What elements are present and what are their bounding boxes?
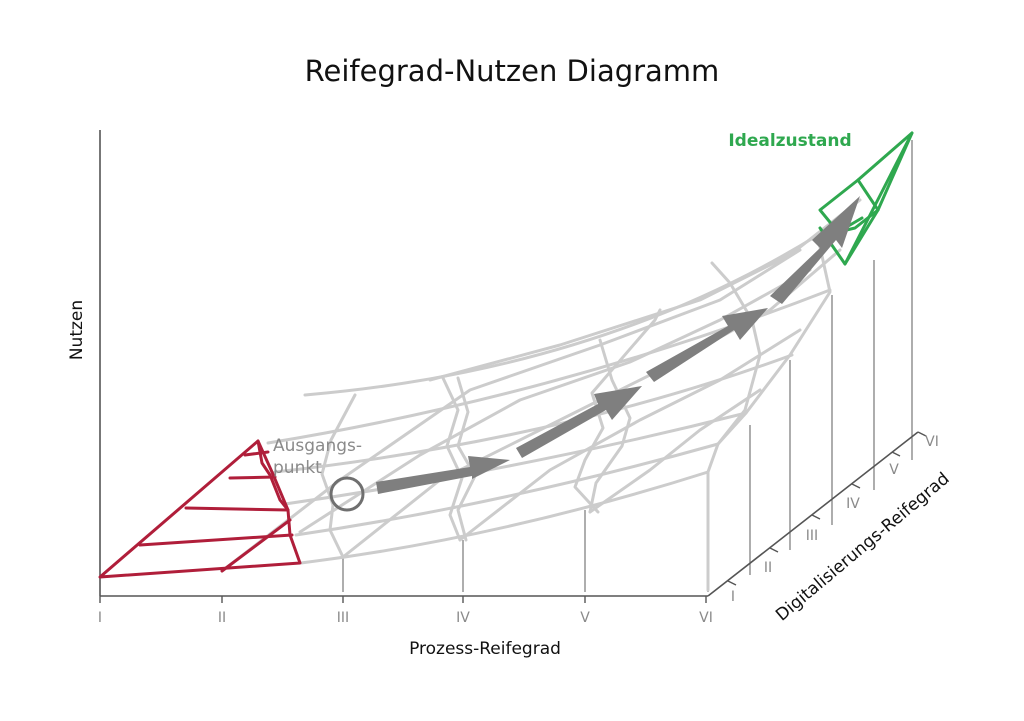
z-tick-label: V: [889, 462, 899, 478]
z-tick-label: II: [764, 560, 772, 576]
x-tick-label: V: [580, 610, 590, 626]
surface-grid: [220, 198, 862, 592]
x-tick-label: VI: [699, 610, 713, 626]
grid-row-line: [299, 470, 710, 565]
start-region-line: [243, 450, 270, 457]
start-region-line: [228, 475, 277, 480]
grid-row-line: [294, 442, 720, 537]
grid-column-line: [710, 261, 762, 446]
grid-cross-line: [298, 268, 812, 534]
grid-cross-line: [220, 248, 802, 573]
path-arrow: [516, 386, 642, 458]
grid-cross-line: [428, 198, 862, 382]
diagram-title: Reifegrad-Nutzen Diagramm: [305, 54, 720, 88]
grid-cross-line: [458, 328, 802, 542]
z-tick-mark: [917, 431, 927, 437]
grid-column-line: [456, 376, 477, 542]
y-axis-label: Nutzen: [67, 300, 87, 360]
x-tick-label: III: [337, 610, 349, 626]
grid-cross-line: [588, 388, 762, 514]
start-point-marker: [329, 476, 365, 512]
ideal-region-line: [856, 131, 914, 212]
x-tick-label: I: [98, 610, 102, 626]
grid-column-line: [706, 236, 832, 474]
x-tick-label: II: [218, 610, 226, 626]
path-arrow: [646, 308, 768, 382]
path-arrow: [770, 196, 860, 304]
start-region-line: [220, 518, 292, 573]
z-tick-mark: [811, 514, 821, 520]
start-region-line: [184, 506, 290, 512]
z-tick-mark: [769, 547, 779, 553]
grid-column-line: [441, 376, 464, 542]
x-tick-label: IV: [456, 610, 470, 626]
start-point-label-line2: punkt: [273, 458, 322, 478]
ideal-region-line: [843, 131, 914, 266]
x-axis-label: Prozess-Reifegrad: [409, 639, 561, 659]
z-tick-label: VI: [925, 434, 939, 450]
z-axis-line: [707, 431, 919, 597]
grid-row-line: [303, 233, 820, 397]
ideal-state-label: Idealzustand: [728, 131, 851, 151]
start-region: [98, 439, 302, 579]
start-point-label-line1: Ausgangs-: [273, 436, 362, 456]
path-arrows: [376, 196, 860, 494]
z-tick-label: I: [731, 589, 735, 605]
z-tick-mark: [891, 451, 901, 457]
path-arrow: [376, 456, 510, 494]
z-tick-mark: [851, 483, 861, 489]
z-axis-label: Digitalisierungs-Reifegrad: [772, 469, 953, 626]
z-tick-mark: [727, 580, 737, 586]
start-region-line: [256, 439, 290, 512]
z-tick-label: III: [806, 528, 818, 544]
ideal-region: [818, 131, 914, 266]
grid-row-line: [283, 411, 748, 506]
axes: [99, 130, 919, 597]
vertical-drop-lines: [342, 140, 913, 592]
z-tick-label: IV: [846, 496, 860, 512]
grid-column-line: [573, 308, 662, 514]
grid-column-line: [320, 393, 357, 559]
